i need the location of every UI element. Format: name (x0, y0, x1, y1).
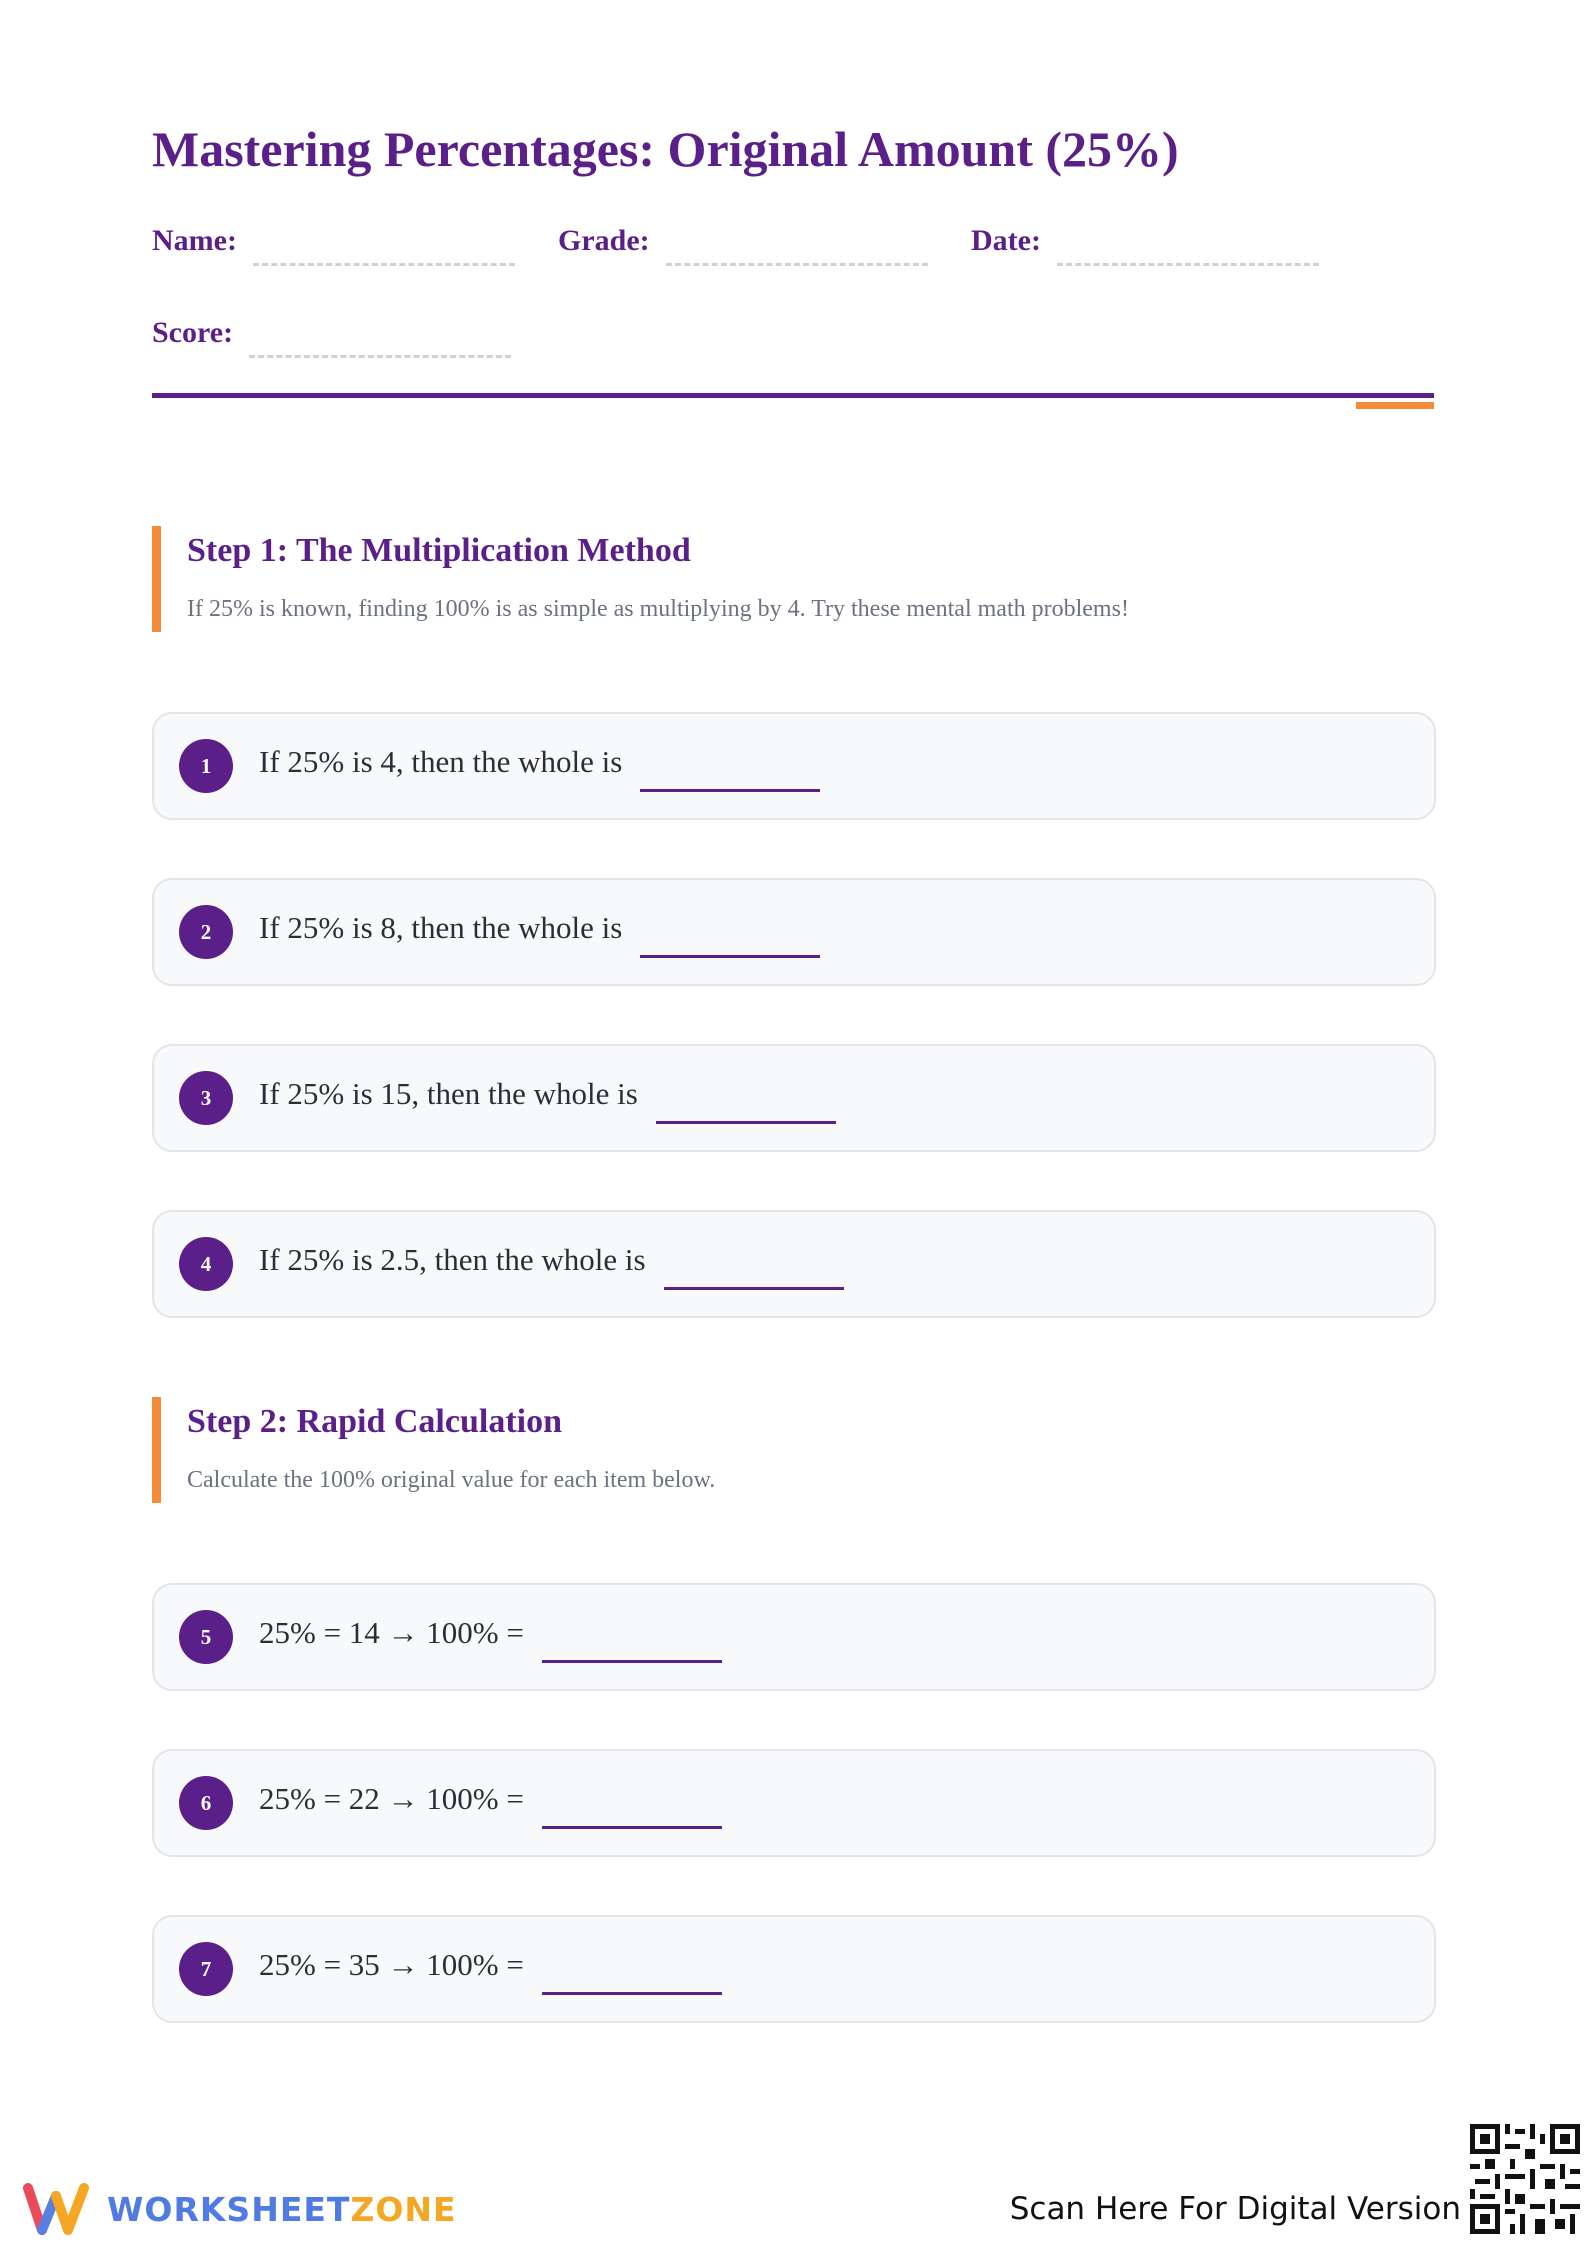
problem: 4 If 25% is 2.5, then the whole is (152, 1210, 1436, 1318)
qr-code (1470, 2124, 1580, 2234)
problem-row: 25% = 14 → 100% = (259, 1615, 722, 1663)
field: Date: (971, 224, 1319, 266)
section-accent (152, 1397, 161, 1503)
blank (249, 331, 512, 358)
section-accent (152, 526, 161, 632)
field-label: Date: (971, 224, 1041, 257)
brand-b: ZONE (350, 2190, 457, 2229)
section-description: Calculate the 100% original value for ea… (187, 1467, 716, 1493)
problem-row: If 25% is 15, then the whole is (259, 1076, 836, 1124)
problem-text: If 25% is 4, then the whole is (259, 744, 623, 779)
divider (152, 393, 1434, 398)
problem-row: If 25% is 4, then the whole is (259, 744, 821, 792)
problem: 7 25% = 35 → 100% = (152, 1915, 1436, 2023)
section-description: If 25% is known, finding 100% is as simp… (187, 596, 1129, 622)
problem-text: 25% = 14 → 100% = (259, 1615, 524, 1650)
answer-blank (541, 1962, 722, 1995)
answer-blank (655, 1091, 836, 1124)
section-title: Step 1: The Multiplication Method (187, 532, 691, 569)
brand: WORKSHEETZONE (107, 2190, 457, 2229)
problem-text: 25% = 35 → 100% = (259, 1947, 524, 1982)
scan-text: Scan Here For Digital Version (1009, 2191, 1461, 2227)
answer-blank (640, 925, 821, 958)
problem-row: If 25% is 8, then the whole is (259, 910, 821, 958)
problem-text: If 25% is 8, then the whole is (259, 910, 623, 945)
problem-row: If 25% is 2.5, then the whole is (259, 1242, 844, 1290)
problem-row: 25% = 22 → 100% = (259, 1781, 722, 1829)
field-label: Grade: (558, 224, 650, 257)
logo (23, 2183, 89, 2235)
blank (252, 239, 515, 266)
problem: 5 25% = 14 → 100% = (152, 1583, 1436, 1691)
problem-text: If 25% is 15, then the whole is (259, 1076, 638, 1111)
problem-text: 25% = 22 → 100% = (259, 1781, 524, 1816)
brand-a: WORKSHEET (107, 2190, 351, 2229)
field: Score: (152, 316, 512, 358)
problem: 3 If 25% is 15, then the whole is (152, 1044, 1436, 1152)
accent (1356, 402, 1434, 409)
problem-number: 3 (179, 1071, 233, 1125)
field-label: Name: (152, 224, 237, 257)
answer-blank (541, 1796, 722, 1829)
problem: 2 If 25% is 8, then the whole is (152, 878, 1436, 986)
problem-row: 25% = 35 → 100% = (259, 1947, 722, 1995)
answer-blank (640, 759, 821, 792)
field-label: Score: (152, 316, 234, 349)
field: Grade: (558, 224, 928, 266)
field: Name: (152, 224, 515, 266)
problem-number: 7 (179, 1942, 233, 1996)
section-title: Step 2: Rapid Calculation (187, 1403, 562, 1440)
answer-blank (663, 1257, 844, 1290)
problem: 1 If 25% is 4, then the whole is (152, 712, 1436, 820)
blank (665, 239, 928, 266)
problem-number: 1 (179, 739, 233, 793)
answer-blank (541, 1630, 722, 1663)
blank (1056, 239, 1319, 266)
problem: 6 25% = 22 → 100% = (152, 1749, 1436, 1857)
title: Mastering Percentages: Original Amount (… (152, 121, 1179, 177)
problem-text: If 25% is 2.5, then the whole is (259, 1242, 646, 1277)
problem-number: 5 (179, 1610, 233, 1664)
problem-number: 4 (179, 1237, 233, 1291)
problem-number: 6 (179, 1776, 233, 1830)
problem-number: 2 (179, 905, 233, 959)
